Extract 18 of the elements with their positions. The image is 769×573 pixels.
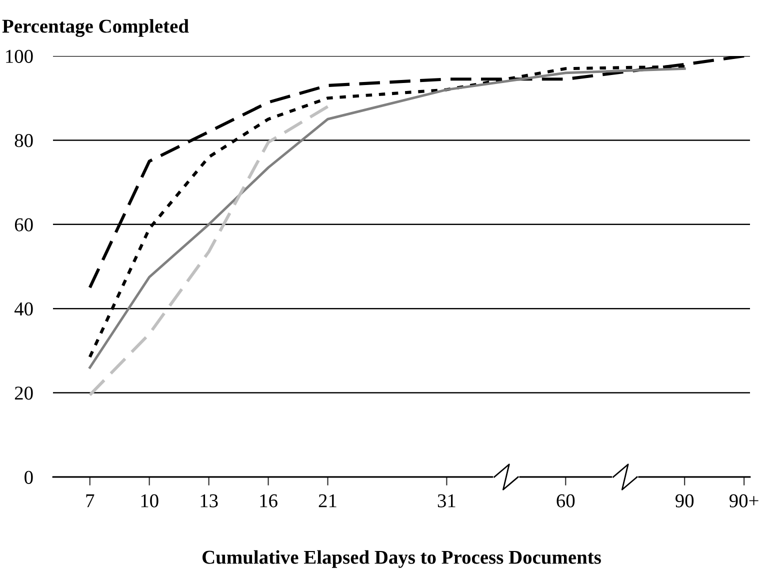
x-tick-label: 10 bbox=[141, 494, 158, 508]
x-tick-label: 90 bbox=[675, 494, 694, 508]
x-tick-label: 7 bbox=[86, 494, 94, 508]
y-tick-label: 100 bbox=[6, 50, 33, 63]
y-tick-label: 20 bbox=[14, 386, 33, 400]
chart-title: Percentage Completed bbox=[2, 19, 189, 37]
y-tick-label: 40 bbox=[14, 302, 33, 316]
y-tick-label: 0 bbox=[24, 470, 33, 484]
x-tick-label: 90+ bbox=[729, 494, 758, 508]
x-axis-title: Cumulative Elapsed Days to Process Documents bbox=[202, 550, 601, 568]
x-tick-label: 13 bbox=[200, 494, 218, 508]
y-tick-label: 60 bbox=[14, 218, 33, 232]
y-tick-label: 80 bbox=[14, 134, 33, 148]
x-tick-label: 21 bbox=[318, 494, 336, 508]
x-tick-label: 60 bbox=[556, 494, 575, 508]
x-tick-label: 31 bbox=[438, 494, 456, 508]
line-series bbox=[88, 104, 330, 396]
x-tick-label: 16 bbox=[260, 494, 278, 508]
